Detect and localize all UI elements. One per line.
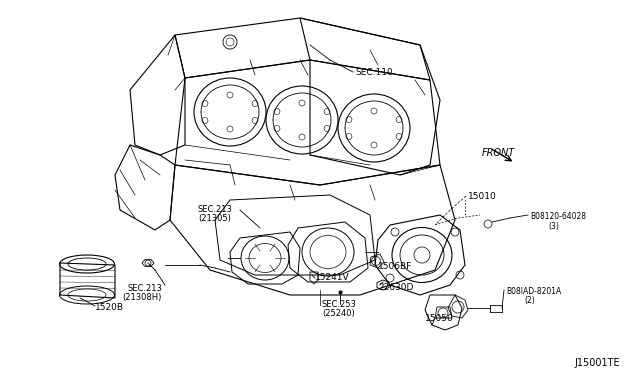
Text: SEC.110: SEC.110 bbox=[355, 68, 393, 77]
Text: J15001TE: J15001TE bbox=[574, 358, 620, 368]
Text: 1520B: 1520B bbox=[95, 303, 124, 312]
Text: SEC.213: SEC.213 bbox=[198, 205, 233, 214]
Text: SEC.213: SEC.213 bbox=[128, 284, 163, 293]
Text: (2): (2) bbox=[524, 296, 535, 305]
Text: 15050: 15050 bbox=[425, 314, 454, 323]
Text: FRONT: FRONT bbox=[482, 148, 515, 158]
Text: B08120-64028: B08120-64028 bbox=[530, 212, 586, 221]
Text: SEC.253: SEC.253 bbox=[322, 300, 357, 309]
Text: (21305): (21305) bbox=[198, 214, 231, 223]
Text: 1506BF: 1506BF bbox=[378, 262, 412, 271]
Text: (3): (3) bbox=[548, 222, 559, 231]
Text: B08IAD-8201A: B08IAD-8201A bbox=[506, 287, 561, 296]
Text: (21308H): (21308H) bbox=[122, 293, 161, 302]
Text: 15010: 15010 bbox=[468, 192, 497, 201]
Text: 15241V: 15241V bbox=[315, 273, 349, 282]
Text: (25240): (25240) bbox=[322, 309, 355, 318]
Text: 22630D: 22630D bbox=[378, 283, 413, 292]
